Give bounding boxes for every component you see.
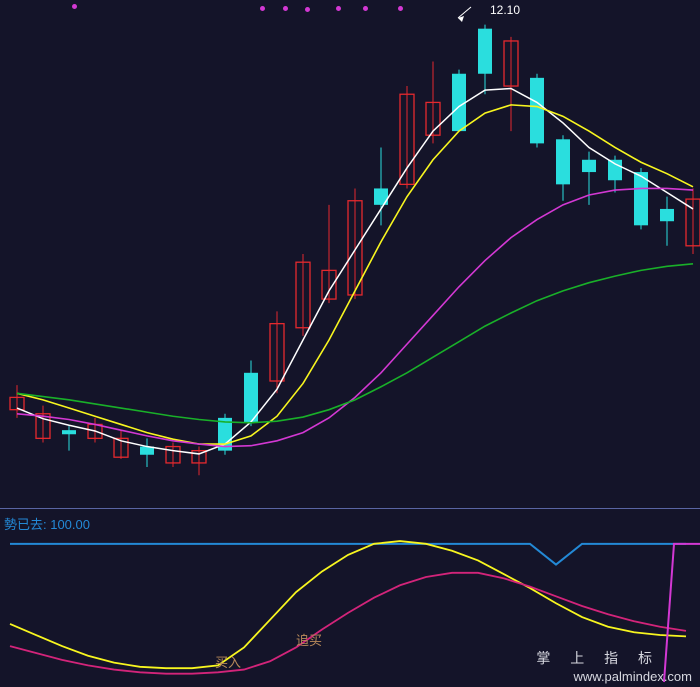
- marker-dot: [72, 4, 77, 9]
- marker-dot: [283, 6, 288, 11]
- marker-dot: [398, 6, 403, 11]
- annotation-buy: 买入: [215, 652, 241, 671]
- magenta-box: [664, 544, 700, 682]
- watermark-url: www.palmindex.com: [574, 669, 693, 684]
- marker-dot: [260, 6, 265, 11]
- marker-dot: [363, 6, 368, 11]
- watermark-title: 掌 上 指 标: [536, 648, 660, 668]
- annotation-chase: 追买: [296, 630, 322, 649]
- main-candlestick-chart: 12.10: [0, 0, 700, 509]
- marker-dot: [305, 7, 310, 12]
- peak-price-label: 12.10: [490, 3, 520, 17]
- indicator-panel: 勢已去: 100.00 买入 追买 掌 上 指 标 www.palmindex.…: [0, 512, 700, 686]
- main-chart-svg: [0, 0, 700, 508]
- marker-dot: [336, 6, 341, 11]
